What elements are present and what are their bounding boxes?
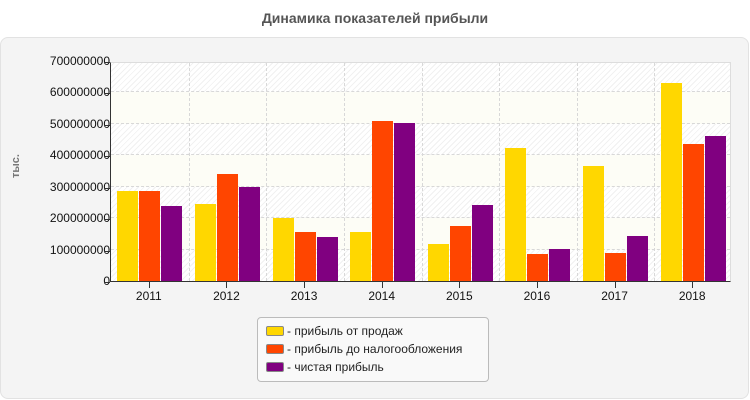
bar[interactable]	[527, 253, 549, 281]
bar[interactable]	[627, 236, 649, 281]
legend-label: - прибыль от продаж	[287, 324, 403, 338]
y-tick-mark	[104, 250, 110, 252]
gridline-vertical	[654, 63, 656, 281]
gridline-horizontal	[111, 154, 730, 156]
bar[interactable]	[294, 231, 316, 281]
bar[interactable]	[449, 226, 471, 281]
bar[interactable]	[372, 120, 394, 281]
gridline-horizontal	[111, 248, 730, 250]
legend-swatch-icon	[266, 362, 284, 372]
grid-band	[111, 63, 730, 93]
bar[interactable]	[238, 186, 260, 281]
gridline-horizontal	[111, 91, 730, 93]
y-tick-label: 700000000	[49, 54, 110, 68]
plot-area	[110, 62, 731, 282]
x-tick-mark	[459, 282, 461, 288]
gridline-horizontal	[111, 217, 730, 219]
gridline-vertical	[421, 63, 423, 281]
bar[interactable]	[583, 166, 605, 281]
gridline-vertical	[343, 63, 345, 281]
y-tick-label: 100000000	[49, 242, 110, 257]
bar[interactable]	[272, 217, 294, 281]
bar[interactable]	[704, 135, 726, 281]
y-tick-mark	[104, 156, 110, 158]
legend-swatch-icon	[266, 344, 284, 354]
gridline-horizontal	[111, 185, 730, 187]
y-tick-label: 400000000	[49, 148, 110, 163]
x-tick-label: 2016	[523, 289, 551, 303]
y-tick-label: 200000000	[49, 211, 110, 226]
gridline-vertical	[576, 63, 578, 281]
x-tick-mark	[304, 282, 306, 288]
legend-item[interactable]: - прибыль от продаж	[266, 322, 488, 340]
x-tick-label: 2017	[601, 289, 628, 303]
bar[interactable]	[350, 231, 372, 281]
bar[interactable]	[471, 204, 493, 281]
grid-band	[111, 123, 730, 156]
chart-title: Динамика показателей прибыли	[261, 10, 489, 26]
x-tick-label: 2014	[368, 289, 396, 303]
legend-item[interactable]: - прибыль до налогообложения	[266, 340, 488, 358]
bar[interactable]	[194, 203, 216, 281]
x-tick-label: 2012	[213, 289, 240, 303]
x-tick-mark	[692, 282, 694, 288]
y-tick-mark	[104, 187, 110, 189]
x-tick-mark	[148, 282, 150, 288]
x-tick-label: 2018	[678, 289, 706, 303]
bar[interactable]	[505, 148, 527, 281]
bar[interactable]	[316, 236, 338, 281]
bar[interactable]	[605, 253, 627, 281]
x-tick-mark	[614, 282, 616, 288]
x-tick-mark	[381, 282, 383, 288]
grid-band	[111, 155, 730, 187]
legend-swatch-icon	[266, 326, 284, 336]
bar[interactable]	[427, 243, 449, 281]
y-tick-mark	[104, 93, 110, 95]
bar[interactable]	[660, 83, 682, 281]
legend-item[interactable]: - чистая прибыль	[266, 358, 488, 376]
x-tick-label: 2015	[445, 289, 473, 303]
y-tick-mark	[104, 124, 110, 126]
x-tick-label: 2011	[135, 289, 162, 303]
y-tick-label: 0	[103, 274, 110, 288]
gridline-vertical	[188, 63, 190, 281]
x-tick-mark	[226, 282, 228, 288]
bar[interactable]	[549, 248, 571, 281]
y-tick-mark	[104, 62, 110, 63]
y-tick-mark	[104, 282, 110, 283]
legend-label: - прибыль до налогообложения	[287, 342, 463, 356]
bar[interactable]	[216, 174, 238, 281]
y-axis-label: тыс.	[9, 154, 22, 178]
legend: - прибыль от продаж - прибыль до налогооб…	[257, 317, 489, 382]
bar[interactable]	[161, 205, 183, 281]
bar[interactable]	[117, 190, 139, 281]
bar[interactable]	[394, 122, 416, 281]
y-tick-mark	[104, 219, 110, 221]
bar[interactable]	[682, 143, 704, 281]
bar[interactable]	[139, 190, 161, 281]
grid-band	[111, 92, 730, 124]
gridline-horizontal	[111, 122, 730, 124]
y-tick-label: 300000000	[49, 179, 110, 194]
x-tick-mark	[536, 282, 538, 288]
y-tick-label: 600000000	[49, 85, 110, 100]
x-tick-label: 2013	[290, 289, 318, 303]
legend-label: - чистая прибыль	[287, 360, 384, 374]
gridline-vertical	[266, 63, 268, 281]
gridline-vertical	[499, 63, 501, 281]
y-tick-label: 500000000	[49, 116, 110, 131]
